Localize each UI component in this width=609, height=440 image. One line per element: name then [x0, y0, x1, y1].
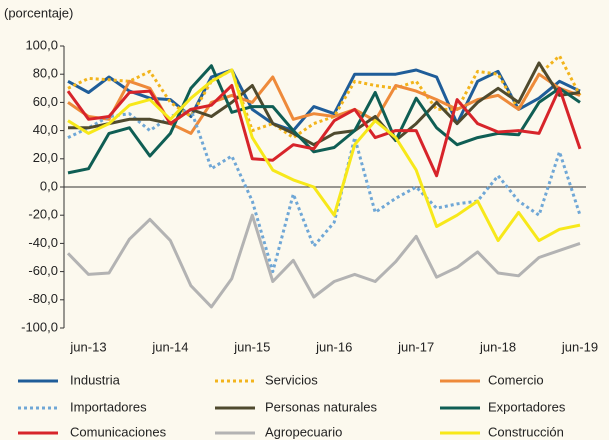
y-tick-label: -40,0: [28, 235, 58, 250]
legend-label: Comunicaciones: [70, 424, 167, 439]
y-tick-label: 40,0: [33, 122, 58, 137]
x-tick-label: jun-16: [315, 339, 352, 354]
x-tick-label: jun-17: [397, 339, 434, 354]
y-tick-label: 100,0: [25, 37, 58, 52]
y-tick-label: -60,0: [28, 263, 58, 278]
legend-label: Servicios: [265, 372, 318, 387]
x-tick-label: jun-15: [233, 339, 270, 354]
series-line: [67, 68, 581, 243]
x-tick-label: jun-18: [479, 339, 516, 354]
series-line: [66, 213, 581, 309]
y-tick-label: -100,0: [21, 319, 58, 334]
y-tick-label: -20,0: [28, 207, 58, 222]
y-tick-label: -80,0: [28, 291, 58, 306]
series-line: [67, 54, 582, 140]
legend-label: Agropecuario: [265, 424, 342, 439]
legend-label: Importadores: [70, 399, 147, 414]
series-line: [67, 64, 581, 175]
y-tick-label: 60,0: [33, 94, 58, 109]
legend-label: Industria: [70, 372, 121, 387]
legend-label: Construcción: [488, 424, 564, 439]
legend-label: Comercio: [488, 372, 544, 387]
series-line: [66, 84, 582, 178]
legend-label: Exportadores: [488, 399, 566, 414]
x-tick-label: jun-19: [561, 339, 598, 354]
series-line: [68, 61, 581, 147]
x-tick-label: jun-13: [69, 339, 106, 354]
legend-label: Personas naturales: [265, 399, 378, 414]
y-axis-label: (porcentaje): [4, 5, 73, 20]
y-tick-label: 80,0: [33, 66, 58, 81]
x-tick-label: jun-14: [151, 339, 188, 354]
y-tick-label: 20,0: [33, 150, 58, 165]
series-line: [67, 107, 582, 274]
y-tick-label: 0,0: [40, 178, 58, 193]
